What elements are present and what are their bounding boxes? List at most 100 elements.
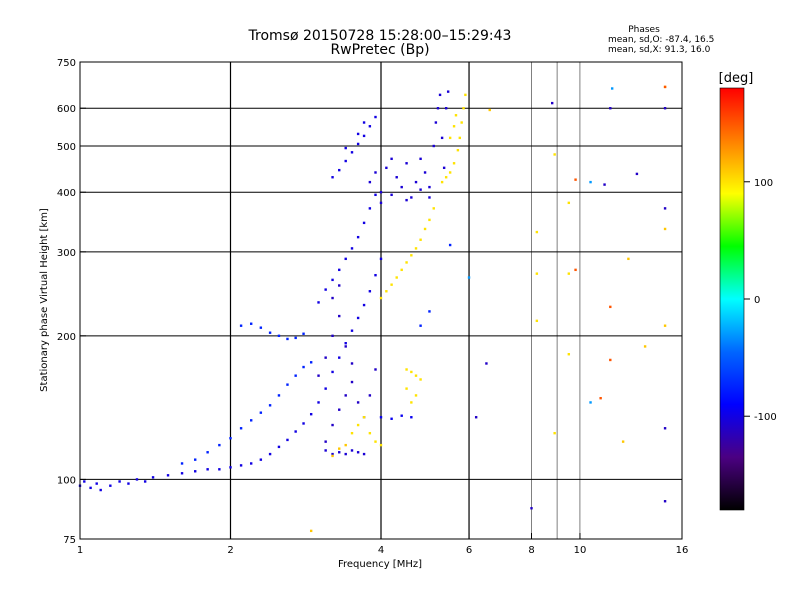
data-point <box>444 176 448 179</box>
data-point <box>268 404 272 407</box>
data-point <box>621 440 625 443</box>
data-point <box>338 314 341 318</box>
data-point <box>550 101 554 105</box>
data-point <box>379 296 383 300</box>
y-tick-label: 500 <box>57 142 76 153</box>
data-point <box>410 370 413 374</box>
data-point <box>344 452 347 456</box>
data-point <box>458 136 461 140</box>
data-point <box>440 136 444 140</box>
data-point <box>374 368 377 371</box>
data-point <box>166 474 170 477</box>
data-point <box>302 332 305 335</box>
data-point <box>151 476 155 479</box>
data-point <box>390 417 393 420</box>
data-point <box>338 356 341 359</box>
data-point <box>374 171 377 174</box>
y-tick-label: 100 <box>57 475 76 486</box>
x-tick-label: 10 <box>574 545 587 556</box>
x-tick-label: 8 <box>528 545 534 556</box>
data-point <box>324 449 327 452</box>
data-point <box>218 468 221 471</box>
data-point <box>663 207 667 210</box>
data-point <box>379 257 383 261</box>
plot-area: 1 2 4 6 8 10 16 75 100 200 300 400 500 600 750 <box>57 58 688 556</box>
data-point <box>350 329 354 332</box>
data-point <box>239 324 243 327</box>
data-point <box>344 341 347 345</box>
data-point <box>143 480 147 483</box>
data-point <box>356 451 360 454</box>
data-point <box>446 90 450 93</box>
x-axis-label: Frequency [MHz] <box>338 559 422 570</box>
data-point <box>609 107 612 110</box>
data-point <box>400 268 403 272</box>
data-point <box>356 132 360 136</box>
data-point <box>229 466 232 469</box>
data-point <box>419 324 422 327</box>
data-point <box>206 468 209 471</box>
data-point <box>423 171 427 174</box>
colorbar-ticks: 100 0 -100 <box>744 178 777 423</box>
data-point <box>414 394 418 397</box>
data-point <box>180 462 184 465</box>
data-point <box>259 411 263 414</box>
data-point <box>362 221 366 225</box>
data-point <box>462 107 465 110</box>
data-point <box>452 162 456 165</box>
data-point <box>474 416 478 419</box>
data-point <box>535 319 539 323</box>
data-point <box>338 447 341 450</box>
data-point <box>567 201 571 205</box>
data-point <box>448 171 452 174</box>
data-point <box>535 272 539 275</box>
data-point <box>374 115 377 119</box>
data-point <box>368 125 372 128</box>
data-point <box>277 445 281 449</box>
data-point <box>423 227 427 231</box>
data-point <box>567 272 571 275</box>
data-point <box>350 151 354 154</box>
data-point <box>405 198 408 202</box>
data-point <box>395 276 398 279</box>
colorbar-tick-label: 100 <box>754 178 773 189</box>
y-tick-label: 75 <box>63 535 76 546</box>
colorbar-label: [deg] <box>719 71 754 86</box>
x-tick-label: 2 <box>227 545 233 556</box>
data-point <box>485 362 488 365</box>
data-point <box>344 345 347 348</box>
data-point <box>362 416 366 419</box>
data-point <box>553 153 556 156</box>
data-point <box>118 480 121 483</box>
data-point <box>350 247 354 250</box>
data-point <box>286 337 289 341</box>
data-point <box>350 431 354 435</box>
data-point <box>635 172 639 176</box>
data-point <box>277 394 281 397</box>
data-point <box>419 188 422 191</box>
data-point <box>390 283 393 286</box>
data-point <box>368 431 372 435</box>
data-point <box>448 243 452 247</box>
data-point <box>324 356 327 359</box>
data-point <box>663 107 667 110</box>
data-point <box>309 412 313 416</box>
data-point <box>268 452 272 456</box>
data-point <box>400 414 403 417</box>
data-point <box>379 416 383 419</box>
data-point <box>344 443 347 447</box>
data-point <box>344 159 347 163</box>
data-point <box>362 452 366 456</box>
data-point <box>434 121 438 124</box>
data-point <box>268 331 272 334</box>
data-point <box>362 303 366 307</box>
phases-title: Phases <box>628 25 660 35</box>
data-point <box>663 500 667 503</box>
data-point <box>440 180 444 184</box>
colorbar-tick-label: 0 <box>754 295 760 306</box>
data-point <box>362 134 366 138</box>
data-point <box>362 121 366 124</box>
data-point <box>294 374 297 377</box>
data-point <box>405 162 408 165</box>
data-point <box>432 144 435 148</box>
